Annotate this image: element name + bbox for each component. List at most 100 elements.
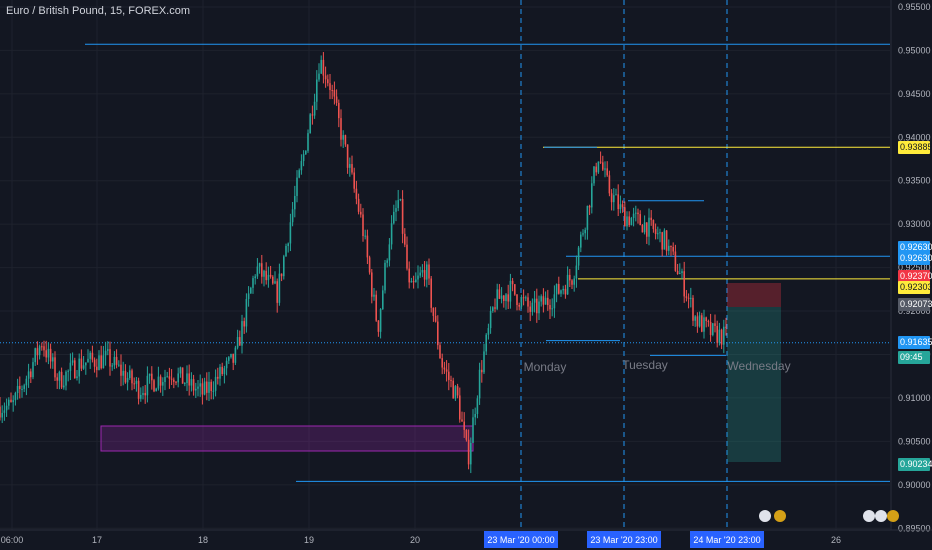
price-badge: 09:45: [898, 351, 930, 365]
candle-body: [602, 162, 604, 170]
price-badge: 0.91635: [898, 336, 932, 350]
candle-body: [419, 272, 421, 276]
event-flag-icon[interactable]: [887, 510, 899, 522]
candle-body: [247, 293, 250, 300]
candle-body: [85, 362, 87, 366]
time-highlight-label: 23 Mar '20 23:00: [590, 535, 657, 545]
candle-body: [197, 386, 199, 389]
candle-body: [188, 373, 190, 386]
candle-body: [217, 376, 219, 379]
candle-body: [520, 297, 523, 307]
candle-body: [492, 307, 494, 312]
candle-body: [357, 198, 360, 212]
candle-body: [151, 373, 153, 381]
candle-body: [454, 386, 457, 399]
candle-body: [285, 245, 287, 257]
candle-body: [76, 376, 78, 379]
candle-body: [481, 369, 483, 373]
candle-body: [311, 114, 314, 116]
event-flag-icon[interactable]: [863, 510, 875, 522]
candle-body: [291, 209, 294, 223]
time-highlight-label: 23 Mar '20 00:00: [487, 535, 554, 545]
price-tick-label: 0.94500: [898, 89, 931, 99]
candle-body: [170, 378, 173, 380]
candle-body: [489, 311, 492, 329]
candle-body: [162, 382, 164, 386]
candle-body: [386, 260, 388, 263]
candle-body: [98, 355, 100, 371]
candle-body: [432, 307, 435, 316]
candle-body: [331, 90, 333, 92]
candle-body: [298, 170, 300, 178]
candle-body: [428, 264, 430, 279]
candle-body: [437, 321, 439, 346]
candle-body: [269, 274, 272, 277]
take-profit-zone[interactable]: [727, 307, 781, 462]
candle-body: [25, 378, 28, 386]
stop-loss-zone[interactable]: [727, 283, 781, 307]
candle-body: [3, 410, 6, 413]
candle-body: [703, 317, 705, 332]
candle-body: [665, 230, 668, 251]
candle-body: [415, 279, 417, 283]
candle-body: [529, 306, 531, 312]
candle-body: [514, 284, 516, 295]
event-flag-icon[interactable]: [875, 510, 887, 522]
candle-body: [192, 379, 195, 391]
candle-body: [87, 358, 89, 363]
candle-body: [448, 371, 450, 380]
candle-body: [599, 161, 602, 163]
candle-body: [723, 326, 725, 345]
price-tick-label: 0.92500: [898, 263, 931, 273]
candle-body: [707, 321, 710, 323]
candle-body: [483, 351, 485, 373]
price-tick-label: 0.92000: [898, 306, 931, 316]
horizontal-levels[interactable]: [0, 43, 890, 482]
candle-body: [639, 214, 641, 226]
candle-body: [646, 222, 648, 237]
candle-body: [254, 276, 256, 279]
candle-body: [452, 380, 454, 399]
time-tick-label: 17: [92, 535, 102, 545]
candle-body: [320, 59, 322, 74]
candle-body: [617, 194, 619, 210]
candle-body: [690, 297, 692, 299]
candle-body: [604, 168, 606, 170]
candle-body: [716, 325, 718, 343]
event-flag-icon[interactable]: [759, 510, 771, 522]
candle-body: [531, 302, 534, 312]
time-axis[interactable]: 06:00 17 18 19 20 26 23 Mar '20 00:00 23 Mar '2…: [0, 529, 932, 548]
price-badge: 0.92303: [898, 281, 932, 295]
candle-body: [175, 381, 177, 383]
price-axis[interactable]: 0.95500 0.95000 0.94500 0.94000 0.93500 0.930…: [890, 0, 931, 533]
candle-body: [595, 166, 597, 173]
event-icons[interactable]: [759, 510, 899, 522]
candle-body: [267, 274, 270, 281]
candle-body: [52, 357, 54, 362]
candle-body: [597, 161, 600, 173]
candle-body: [186, 373, 188, 384]
candle-body: [327, 79, 329, 84]
candle-body: [93, 359, 96, 367]
candle-body: [564, 288, 567, 295]
candle-body: [351, 164, 353, 173]
candle-body: [313, 101, 316, 116]
candle-body: [485, 334, 487, 352]
candle-body: [626, 216, 628, 227]
demand-zone-rectangle[interactable]: [100, 425, 474, 452]
candle-body: [261, 263, 263, 277]
candle-body: [720, 329, 723, 345]
candle-body: [725, 326, 727, 328]
candle-body: [364, 235, 366, 237]
candle-body: [131, 370, 133, 384]
time-highlight-badge: [587, 531, 661, 548]
candle-body: [203, 381, 206, 395]
candle-body: [443, 367, 446, 370]
candle-body: [353, 172, 355, 189]
candle-body: [518, 305, 520, 307]
event-flag-icon[interactable]: [774, 510, 786, 522]
candle-body: [236, 337, 239, 348]
candle-body: [195, 388, 197, 391]
candle-body: [23, 385, 25, 389]
